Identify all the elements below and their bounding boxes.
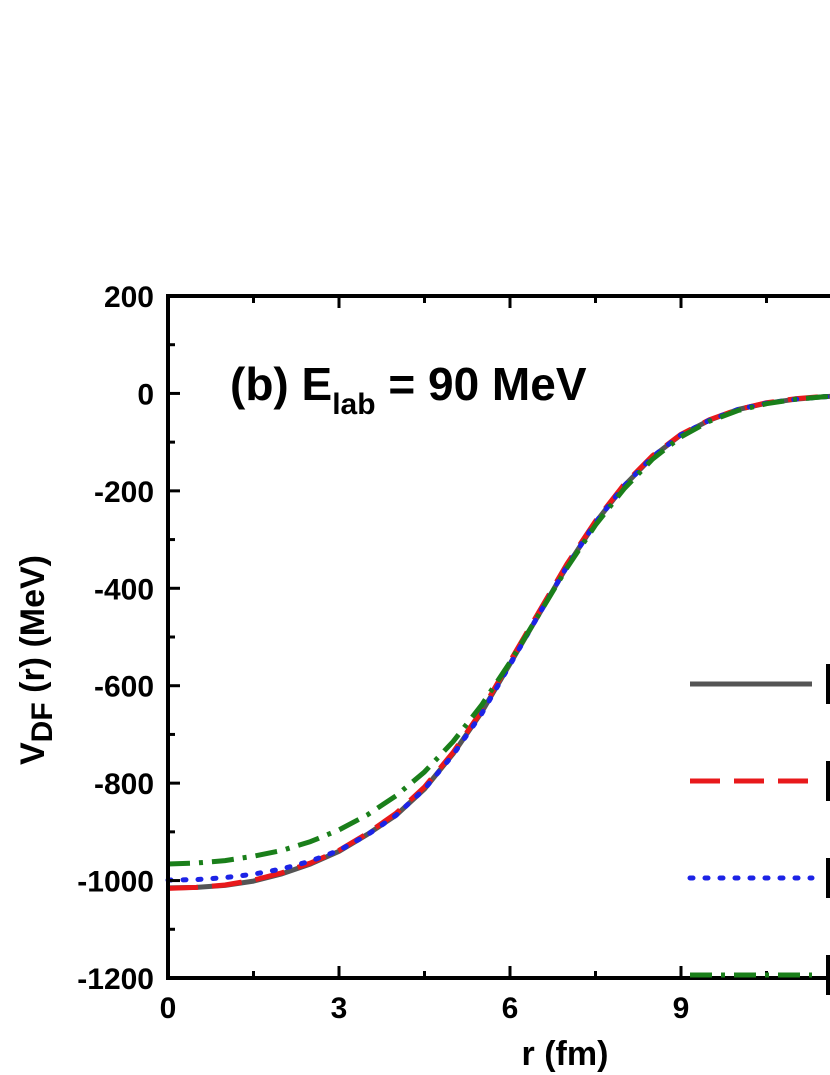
y-tick-label: 200 xyxy=(104,281,154,314)
y-tick-label: -800 xyxy=(94,768,154,801)
legend-label-cropped xyxy=(826,664,830,704)
x-tick-label: 9 xyxy=(673,992,690,1025)
series-line-dashdot xyxy=(167,393,830,867)
x-tick-label: 6 xyxy=(502,992,519,1025)
series-line-dotted xyxy=(165,393,830,883)
axes xyxy=(166,294,830,980)
x-tick-label: 0 xyxy=(160,992,177,1025)
tick-labels: 0 3 6 9 200 0 -200 -400 -600 -800 -1000 -1200 xyxy=(77,281,689,1025)
panel-label: (b) Elab = 90 MeV xyxy=(230,358,587,421)
legend xyxy=(687,664,830,995)
y-axis-title: VDF (r) (MeV) xyxy=(14,555,59,765)
y-tick-label: -400 xyxy=(94,573,154,606)
data-curves xyxy=(165,393,830,891)
y-tick-label: -1200 xyxy=(77,963,154,996)
y-tick-label: -600 xyxy=(94,671,154,704)
series-line-solid xyxy=(167,393,830,891)
x-axis-title: r (fm) xyxy=(522,1035,609,1073)
y-tick-label: -200 xyxy=(94,476,154,509)
legend-label-cropped xyxy=(826,761,830,801)
legend-label-cropped xyxy=(826,858,830,898)
y-tick-label: -1000 xyxy=(77,866,154,899)
y-tick-label: 0 xyxy=(137,378,154,411)
legend-label-cropped xyxy=(826,955,830,995)
series-line-dashed xyxy=(167,393,830,891)
x-tick-label: 3 xyxy=(331,992,348,1025)
